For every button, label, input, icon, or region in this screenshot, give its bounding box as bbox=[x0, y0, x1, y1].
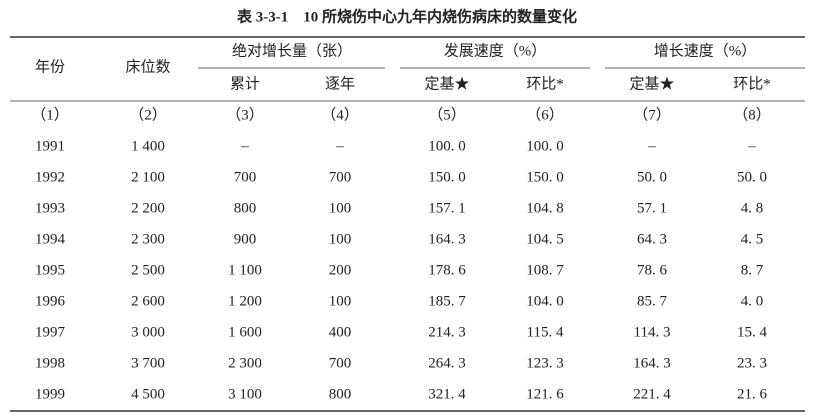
table-cell: 178. 6 bbox=[428, 262, 466, 278]
table-cell: 104. 8 bbox=[526, 200, 564, 216]
table-cell: 78. 6 bbox=[637, 262, 668, 278]
table-cell: 100. 0 bbox=[526, 138, 564, 154]
column-index: （2） bbox=[129, 106, 167, 123]
column-index: （6） bbox=[526, 106, 564, 123]
column-index: （8） bbox=[733, 106, 771, 123]
table-cell: 150. 0 bbox=[526, 169, 564, 185]
column-index: （1） bbox=[31, 106, 69, 123]
table-cell: 115. 4 bbox=[527, 324, 564, 340]
group-header: 增长速度（%） bbox=[654, 42, 757, 59]
table-cell: 104. 0 bbox=[526, 293, 564, 309]
table-cell: 2 200 bbox=[131, 200, 165, 216]
table-cell: 3 700 bbox=[131, 355, 165, 371]
table-cell: 700 bbox=[329, 169, 352, 185]
table-cell: 3 100 bbox=[228, 386, 262, 402]
table-cell: 1998 bbox=[35, 355, 65, 371]
table-cell: – bbox=[240, 138, 249, 154]
table-cell: 200 bbox=[329, 262, 352, 278]
table-cell: 900 bbox=[234, 231, 257, 247]
table-cell: 2 300 bbox=[228, 355, 262, 371]
table-cell: 1996 bbox=[35, 293, 66, 309]
table-cell: 321. 4 bbox=[428, 386, 466, 402]
table-cell: 800 bbox=[234, 200, 257, 216]
table-cell: 50. 0 bbox=[737, 169, 767, 185]
column-index: （3） bbox=[226, 106, 264, 123]
table-cell: – bbox=[335, 138, 344, 154]
table-cell: 100 bbox=[329, 200, 352, 216]
table-cell: 121. 6 bbox=[526, 386, 564, 402]
column-index: （5） bbox=[428, 106, 466, 123]
sub-header: 环比* bbox=[526, 75, 564, 92]
table-cell: 2 100 bbox=[131, 169, 165, 185]
table-cell: 185. 7 bbox=[428, 293, 466, 309]
table-cell: 214. 3 bbox=[428, 324, 466, 340]
sub-header: 逐年 bbox=[325, 75, 355, 92]
table-cell: 114. 3 bbox=[634, 324, 671, 340]
table-cell: 164. 3 bbox=[633, 355, 671, 371]
table-cell: 1 200 bbox=[228, 293, 262, 309]
header-cell: 年份 bbox=[35, 58, 65, 75]
table-cell: 1995 bbox=[35, 262, 65, 278]
table-cell: – bbox=[747, 138, 756, 154]
table-cell: 15. 4 bbox=[737, 324, 768, 340]
table-cell: – bbox=[647, 138, 656, 154]
column-index: （4） bbox=[321, 106, 359, 123]
table-cell: 1 600 bbox=[228, 324, 262, 340]
sub-header: 定基★ bbox=[424, 75, 469, 92]
table-cell: 64. 3 bbox=[637, 231, 667, 247]
group-header: 绝对增长量（张） bbox=[232, 42, 352, 59]
table-cell: 100 bbox=[329, 231, 352, 247]
table-cell: 1993 bbox=[35, 200, 65, 216]
group-header: 发展速度（%） bbox=[444, 42, 547, 59]
table-cell: 50. 0 bbox=[637, 169, 667, 185]
table-cell: 4. 5 bbox=[741, 231, 764, 247]
table-cell: 100. 0 bbox=[428, 138, 466, 154]
table-cell: 700 bbox=[329, 355, 352, 371]
table-cell: 1999 bbox=[35, 386, 65, 402]
table-cell: 264. 3 bbox=[428, 355, 466, 371]
table-cell: 150. 0 bbox=[428, 169, 466, 185]
table-cell: 23. 3 bbox=[737, 355, 767, 371]
table-cell: 2 500 bbox=[131, 262, 165, 278]
table-cell: 4 500 bbox=[131, 386, 165, 402]
table-cell: 164. 3 bbox=[428, 231, 466, 247]
table-cell: 3 000 bbox=[131, 324, 165, 340]
table-cell: 800 bbox=[329, 386, 352, 402]
table-cell: 1992 bbox=[35, 169, 65, 185]
table-cell: 8. 7 bbox=[741, 262, 764, 278]
sub-header: 定基★ bbox=[629, 75, 674, 92]
table-cell: 108. 7 bbox=[526, 262, 564, 278]
table-cell: 100 bbox=[329, 293, 352, 309]
table-cell: 57. 1 bbox=[637, 200, 667, 216]
sub-header: 环比* bbox=[733, 75, 771, 92]
table-cell: 2 600 bbox=[131, 293, 165, 309]
table-cell: 1 400 bbox=[131, 138, 165, 154]
table-cell: 700 bbox=[234, 169, 257, 185]
column-index: （7） bbox=[633, 106, 671, 123]
table-cell: 1994 bbox=[35, 231, 66, 247]
sub-header: 累计 bbox=[230, 75, 260, 92]
table-cell: 221. 4 bbox=[633, 386, 671, 402]
header-cell: 床位数 bbox=[125, 58, 170, 75]
table-cell: 123. 3 bbox=[526, 355, 564, 371]
table-cell: 2 300 bbox=[131, 231, 165, 247]
table-cell: 157. 1 bbox=[428, 200, 466, 216]
table-cell: 4. 0 bbox=[741, 293, 764, 309]
table-cell: 1 100 bbox=[228, 262, 262, 278]
table-cell: 85. 7 bbox=[637, 293, 668, 309]
table-cell: 104. 5 bbox=[526, 231, 564, 247]
table-cell: 400 bbox=[329, 324, 352, 340]
table-cell: 4. 8 bbox=[741, 200, 764, 216]
table-cell: 1997 bbox=[35, 324, 66, 340]
table-cell: 21. 6 bbox=[737, 386, 768, 402]
table-title: 表 3-3-1 10 所烧伤中心九年内烧伤病床的数量变化 bbox=[237, 7, 577, 25]
table-cell: 1991 bbox=[35, 138, 65, 154]
